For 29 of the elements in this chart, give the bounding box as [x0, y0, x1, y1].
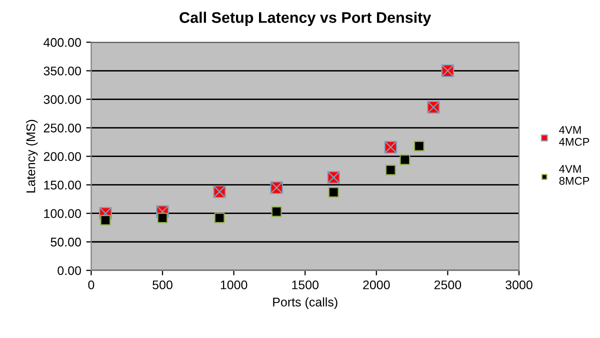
y-tick-label: 200.00: [44, 152, 81, 161]
y-axis-title: Latency (MS): [26, 120, 38, 192]
y-tick-label: 250.00: [44, 124, 81, 132]
x-tick-label: 3000: [506, 280, 532, 290]
point: [414, 140, 424, 152]
y-tick-label: 300.00: [44, 95, 81, 104]
y-tick-label: 400.00: [44, 38, 81, 47]
y-tick-label: 150.00: [44, 180, 81, 190]
point: [400, 154, 410, 165]
y-tick-label: 350.00: [44, 66, 81, 76]
point: [100, 214, 111, 226]
x-tick-label: 1000: [220, 280, 248, 290]
point: [157, 212, 168, 224]
y-tick-label: 0.00: [58, 266, 81, 276]
legend-label: 4VM 4MCP: [559, 126, 590, 146]
x-tick-label: 0: [88, 280, 94, 290]
chart-title: Call Setup Latency vs Port Density: [180, 12, 432, 26]
point: [271, 206, 282, 217]
point: [328, 187, 339, 198]
point: [385, 164, 396, 176]
x-tick-label: 1500: [292, 280, 319, 290]
y-tick-label: 100.00: [44, 209, 81, 218]
x-tick-label: 2500: [434, 280, 462, 290]
x-tick-label: 2000: [363, 280, 390, 290]
x-axis-title: Ports (calls): [273, 297, 338, 309]
legend-label: 4VM 8MCP: [559, 165, 590, 185]
point: [214, 212, 225, 224]
x-tick-label: 500: [152, 280, 172, 290]
y-tick-label: 50.00: [50, 238, 81, 247]
